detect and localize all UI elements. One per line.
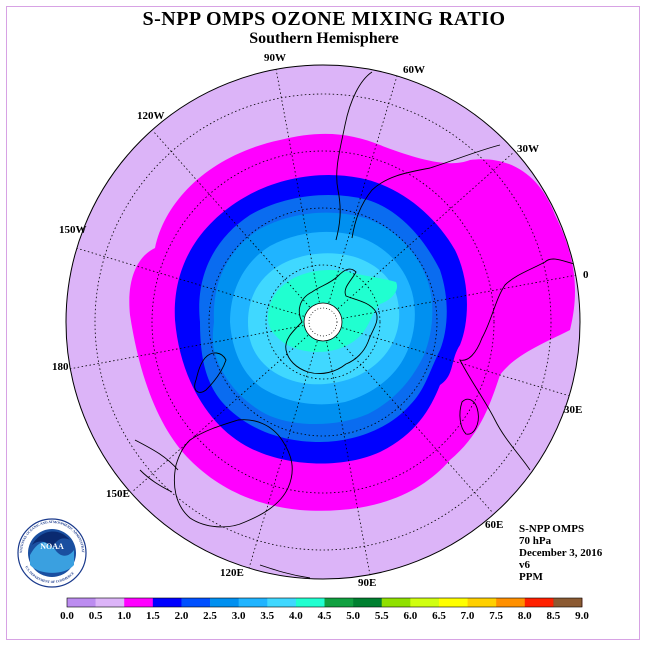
colorbar-swatch [467, 598, 497, 607]
info-level: 70 hPa [519, 535, 552, 547]
lon-label-150e: 150E [106, 488, 130, 500]
info-instrument: S-NPP OMPS [519, 523, 585, 535]
colorbar-tick-label: 4.0 [289, 610, 303, 622]
lon-label-120w: 120W [137, 110, 165, 122]
colorbar-tick-label: 9.0 [575, 610, 589, 622]
colorbar-swatch [438, 598, 468, 607]
colorbar-swatch [295, 598, 325, 607]
colorbar-tick-label: 5.0 [346, 610, 360, 622]
info-date: December 3, 2016 [519, 547, 603, 559]
coastlines [134, 71, 579, 579]
lon-label-30e: 30E [564, 404, 582, 416]
lon-label-90w: 90W [264, 52, 286, 64]
colorbar-swatch [210, 598, 239, 607]
colorbar-tick-label: 5.5 [375, 610, 389, 622]
colorbar-swatch [124, 598, 154, 607]
colorbar-swatch [496, 598, 526, 607]
noaa-logo-text: NOAA [40, 542, 64, 551]
colorbar-swatch [353, 598, 383, 607]
pole-no-data-dashed [308, 307, 338, 337]
colorbar-tick-label: 8.0 [518, 610, 532, 622]
info-block: S-NPP OMPS 70 hPa December 3, 2016 v6 PP… [519, 523, 602, 583]
colorbar-tick-label: 1.0 [117, 610, 131, 622]
map-title: S-NPP OMPS OZONE MIXING RATIO [142, 8, 506, 30]
coastline-maritime-asia [134, 439, 311, 579]
colorbar-tick-label: 7.5 [489, 610, 503, 622]
colorbar-swatch [152, 598, 182, 607]
colorbar-swatch [95, 598, 125, 607]
map-subtitle: Southern Hemisphere [249, 30, 399, 47]
lon-label-150w: 150W [59, 224, 87, 236]
colorbar-tick-label: 7.0 [461, 610, 475, 622]
coastline-new-zealand [194, 352, 227, 393]
colorbar-swatch [524, 598, 554, 607]
colorbar: 0.0 0.5 1.0 1.5 2.0 2.5 3.0 3.5 4.0 4.5 5.0 5.5 6.0 6… [60, 597, 589, 622]
colorbar-tick-label: 2.5 [203, 610, 217, 622]
colorbar-tick-label: 6.5 [432, 610, 446, 622]
colorbar-tick-label: 0.0 [60, 610, 74, 622]
page-frame [6, 6, 640, 640]
colorbar-swatch [381, 598, 411, 607]
coastline-australia [173, 419, 293, 528]
lon-label-60e: 60E [485, 519, 503, 531]
colorbar-tick-label: 3.0 [232, 610, 246, 622]
colorbar-tick-label: 4.5 [318, 610, 332, 622]
coastline-south-america [335, 71, 373, 241]
lon-label-180: 180 [52, 361, 69, 373]
longitude-meridians [68, 68, 578, 576]
colorbar-swatch [410, 598, 440, 607]
lon-label-90e: 90E [358, 577, 376, 589]
colorbar-swatch [67, 598, 96, 607]
colorbar-tick-label: 6.0 [403, 610, 417, 622]
coastline-antarctica [285, 268, 378, 375]
colorbar-swatch [181, 598, 211, 607]
colorbar-border [66, 597, 583, 608]
colorbar-swatch [267, 598, 297, 607]
longitude-labels: 90W 60W 30W 0 30E 60E 90E 120E 150E 180 … [52, 52, 589, 589]
colorbar-swatch [238, 598, 268, 607]
lon-label-120e: 120E [220, 567, 244, 579]
colorbar-tick-label: 2.0 [175, 610, 189, 622]
colorbar-tick-label: 0.5 [89, 610, 103, 622]
map-border [65, 64, 581, 580]
colorbar-tick-label: 3.5 [260, 610, 274, 622]
lon-label-0: 0 [583, 269, 589, 281]
latitude-circles [94, 93, 552, 551]
coastline-south-america-east [351, 144, 501, 239]
colorbar-tick-label: 1.5 [146, 610, 160, 622]
colorbar-tick-label: 8.5 [547, 610, 561, 622]
colorbar-swatch [324, 598, 354, 607]
coastline-africa [459, 258, 579, 471]
lon-label-30w: 30W [517, 143, 539, 155]
pole-no-data [303, 302, 343, 342]
colorbar-swatch [553, 598, 582, 607]
coastline-madagascar [459, 398, 479, 435]
info-version: v6 [519, 559, 530, 571]
info-units: PPM [519, 571, 543, 583]
lon-label-60w: 60W [403, 64, 425, 76]
ozone-field [66, 65, 580, 579]
